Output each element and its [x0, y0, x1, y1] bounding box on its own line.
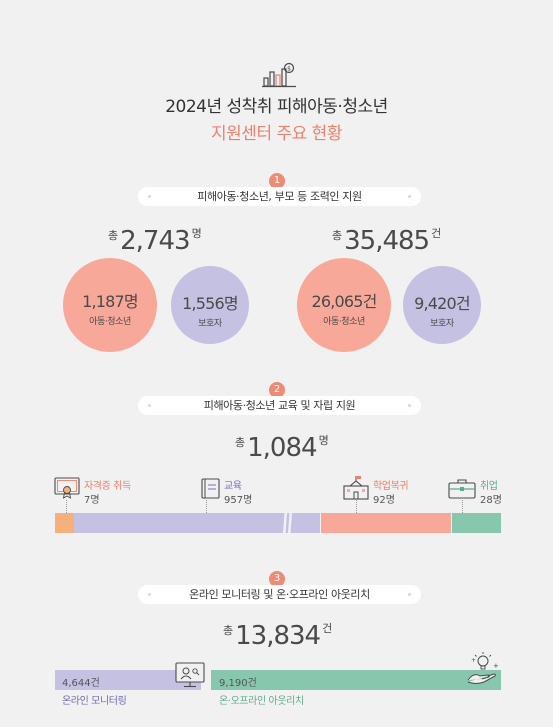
legend-education-value: 957명 [224, 495, 253, 506]
svg-text:$: $ [287, 66, 291, 73]
page-subtitle: 지원센터 주요 현황 [211, 124, 342, 144]
section1-label: 피해아동·청소년, 부모 등 조력인 지원 [138, 187, 421, 206]
legend-certificate-name: 자격증 취득 [84, 481, 131, 492]
legend-education-name: 교육 [224, 481, 242, 492]
legend-employment-name: 취업 [480, 481, 498, 492]
section1-left-youth-circle: 1,187명 아동·청소년 [63, 258, 157, 352]
certificate-leader [66, 500, 67, 513]
online-monitoring-value: 4,644건 [62, 678, 100, 689]
monitor-icon [175, 662, 205, 688]
school-return-leader [356, 500, 357, 513]
legend-school-return-value: 92명 [373, 495, 395, 506]
bar-segment-employment [452, 513, 501, 533]
section1-right-guardian-circle: 9,420건 보호자 [403, 266, 481, 344]
section2-total: 총 1,084 명 [235, 433, 329, 463]
section3-badge: 3 [269, 571, 285, 587]
legend-school-return-name: 학업복귀 [373, 481, 409, 492]
online-monitoring-name: 온라인 모니터링 [62, 696, 127, 707]
bar-break-mark [282, 508, 293, 538]
section1-left-total: 총 2,743 명 [108, 226, 202, 256]
book-icon [201, 478, 221, 500]
bar-outreach [211, 670, 501, 690]
svg-text:+: + [471, 657, 476, 664]
bar-segment-education [74, 513, 320, 533]
school-icon [343, 476, 369, 500]
bar-segment-school-return [321, 513, 451, 533]
section2-badge: 2 [269, 382, 285, 398]
chart-logo-icon: $ [262, 62, 296, 88]
legend-certificate-value: 7명 [84, 495, 100, 506]
outreach-name: 온·오프라인 아웃리치 [219, 696, 304, 707]
outreach-value: 9,190건 [219, 678, 257, 689]
section1-right-total: 총 35,485 건 [332, 226, 441, 256]
education-leader [206, 500, 207, 513]
section1-badge: 1 [269, 173, 285, 189]
svg-text:+: + [493, 662, 498, 670]
certificate-icon [54, 477, 80, 499]
section1-right-youth-circle: 26,065건 아동·청소년 [297, 258, 391, 352]
legend-employment-value: 28명 [480, 495, 502, 506]
hand-lightbulb-icon: + + [466, 652, 499, 686]
section3-total: 총 13,834 건 [223, 621, 332, 651]
bar-online-monitoring [55, 670, 201, 690]
section3-label: 온라인 모니터링 및 온·오프라인 아웃리치 [138, 585, 421, 604]
bar-segment-certificate [55, 513, 74, 533]
employment-leader [462, 500, 463, 513]
section2-label: 피해아동·청소년 교육 및 자립 지원 [138, 396, 421, 415]
section1-left-guardian-circle: 1,556명 보호자 [171, 266, 249, 344]
page-title: 2024년 성착취 피해아동·청소년 [165, 97, 388, 117]
briefcase-icon [448, 478, 476, 499]
